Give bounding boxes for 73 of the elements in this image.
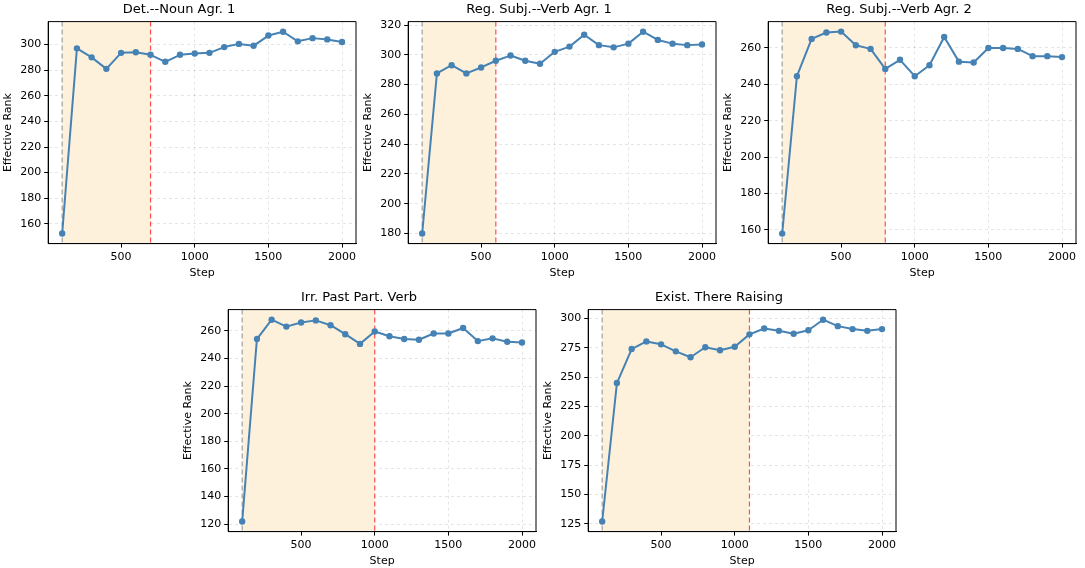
y-tick-label: 240: [200, 351, 222, 365]
y-tick-label: 250: [560, 370, 582, 384]
y-tick-label: 200: [200, 406, 222, 420]
y-tick-label: 260: [200, 323, 222, 337]
chart-title: Exist. There Raising: [654, 289, 784, 305]
x-tick-label: 500: [290, 538, 312, 552]
x-tick-label: 500: [110, 250, 132, 264]
y-tick-label: 140: [200, 489, 222, 503]
x-tick-label: 1000: [540, 250, 569, 264]
y-tick-label: 260: [740, 40, 762, 54]
chart-title: Reg. Subj.--Verb Agr. 2: [826, 1, 972, 17]
y-tick-label: 180: [740, 186, 762, 200]
y-tick-label: 120: [200, 517, 222, 531]
y-tick-label: 220: [200, 378, 222, 392]
x-tick-label: 1000: [900, 250, 929, 264]
x-tick-label: 2000: [1048, 250, 1077, 264]
x-tick-label: 1500: [434, 538, 463, 552]
y-axis-title: Effective Rank: [541, 380, 555, 461]
x-axis-title: Step: [909, 266, 935, 280]
y-tick-label: 180: [20, 191, 42, 205]
y-tick-label: 160: [20, 216, 42, 230]
y-tick-label: 160: [740, 222, 762, 236]
y-tick-label: 300: [560, 311, 582, 325]
y-tick-label: 220: [20, 139, 42, 153]
x-tick-label: 2000: [508, 538, 537, 552]
y-tick-label: 200: [740, 150, 762, 164]
y-tick-label: 160: [200, 461, 222, 475]
y-tick-label: 175: [560, 458, 582, 472]
x-tick-label: 1000: [180, 250, 209, 264]
y-tick-label: 200: [20, 165, 42, 179]
y-tick-label: 125: [560, 516, 582, 530]
y-tick-label: 240: [20, 114, 42, 128]
y-axis-title: Effective Rank: [361, 92, 375, 173]
y-tick-label: 260: [380, 107, 402, 121]
y-axis-title: Effective Rank: [181, 380, 195, 461]
y-tick-label: 200: [560, 428, 582, 442]
y-tick-label: 150: [560, 487, 582, 501]
x-axis-title: Step: [189, 266, 215, 280]
y-tick-label: 320: [380, 17, 402, 31]
chart-title: Irr. Past Part. Verb: [301, 289, 417, 305]
y-tick-label: 180: [380, 226, 402, 240]
y-tick-label: 280: [380, 77, 402, 91]
chart-title: Det.--Noun Agr. 1: [122, 1, 236, 17]
x-axis-title: Step: [729, 554, 755, 568]
x-tick-label: 1500: [974, 250, 1003, 264]
y-tick-label: 240: [380, 137, 402, 150]
y-tick-label: 220: [740, 113, 762, 127]
chart-title: Reg. Subj.--Verb Agr. 1: [466, 1, 612, 17]
y-tick-label: 260: [20, 88, 42, 102]
x-tick-label: 500: [830, 250, 852, 264]
x-tick-label: 500: [650, 538, 672, 552]
y-axis-title: Effective Rank: [1, 92, 15, 173]
x-tick-label: 1500: [614, 250, 643, 264]
x-tick-label: 1500: [254, 250, 283, 264]
x-tick-label: 500: [470, 250, 492, 264]
x-tick-label: 2000: [868, 538, 897, 552]
y-axis-title: Effective Rank: [721, 92, 735, 173]
y-tick-label: 300: [20, 37, 42, 51]
y-tick-label: 300: [380, 47, 402, 61]
x-tick-label: 1000: [360, 538, 389, 552]
y-tick-label: 180: [200, 434, 222, 448]
x-tick-label: 2000: [688, 250, 717, 264]
x-axis-title: Step: [369, 554, 395, 568]
x-axis-title: Step: [549, 266, 575, 280]
y-tick-label: 200: [380, 196, 402, 210]
x-tick-label: 1500: [794, 538, 823, 552]
x-tick-label: 1000: [720, 538, 749, 552]
y-tick-label: 225: [560, 399, 582, 413]
y-tick-label: 275: [560, 340, 582, 354]
y-tick-label: 220: [380, 166, 402, 180]
y-tick-label: 240: [740, 77, 762, 91]
x-tick-label: 2000: [328, 250, 357, 264]
y-tick-label: 280: [20, 63, 42, 77]
